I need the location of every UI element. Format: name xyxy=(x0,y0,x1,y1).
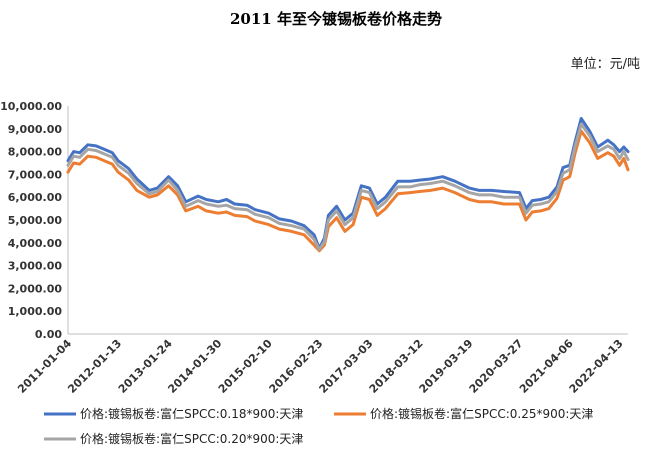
x-tick-labels: 2011-01-042012-01-132013-01-242014-01-30… xyxy=(15,337,626,396)
y-tick-label: 6,000.00 xyxy=(8,191,63,204)
x-tick-label: 2022-04-13 xyxy=(567,337,626,396)
unit-label: 单位：元/吨 xyxy=(571,57,640,72)
y-tick-labels: 0.00 1,000.00 2,000.00 3,000.00 4,000.00 5,00… xyxy=(0,100,62,341)
y-tick-label: 9,000.00 xyxy=(8,123,63,136)
y-tick-label: 4,000.00 xyxy=(8,237,63,250)
y-tick-label: 5,000.00 xyxy=(8,214,63,227)
legend-label-3: 价格:镀锡板卷:富仁SPCC:0.20*900:天津 xyxy=(80,431,303,446)
series-lines xyxy=(66,117,630,253)
y-tick-label: 7,000.00 xyxy=(8,168,63,181)
series-line-3 xyxy=(66,122,630,252)
legend: 价格:镀锡板卷:富仁SPCC:0.18*900:天津 价格:镀锡板卷:富仁SPCC… xyxy=(44,406,593,446)
series-line-2 xyxy=(66,129,630,253)
y-tick-label: 8,000.00 xyxy=(8,146,63,159)
y-tick-label: 10,000.00 xyxy=(0,100,62,113)
legend-label-2: 价格:镀锡板卷:富仁SPCC:0.25*900:天津 xyxy=(370,406,593,421)
series-line-1 xyxy=(66,117,630,250)
chart-title: 2011 年至今镀锡板卷价格走势 xyxy=(230,10,442,28)
y-tick-label: 0.00 xyxy=(35,328,62,341)
y-tick-label: 3,000.00 xyxy=(8,260,63,273)
y-tick-label: 1,000.00 xyxy=(8,305,63,318)
legend-label-1: 价格:镀锡板卷:富仁SPCC:0.18*900:天津 xyxy=(80,406,303,421)
y-tick-label: 2,000.00 xyxy=(8,282,63,295)
